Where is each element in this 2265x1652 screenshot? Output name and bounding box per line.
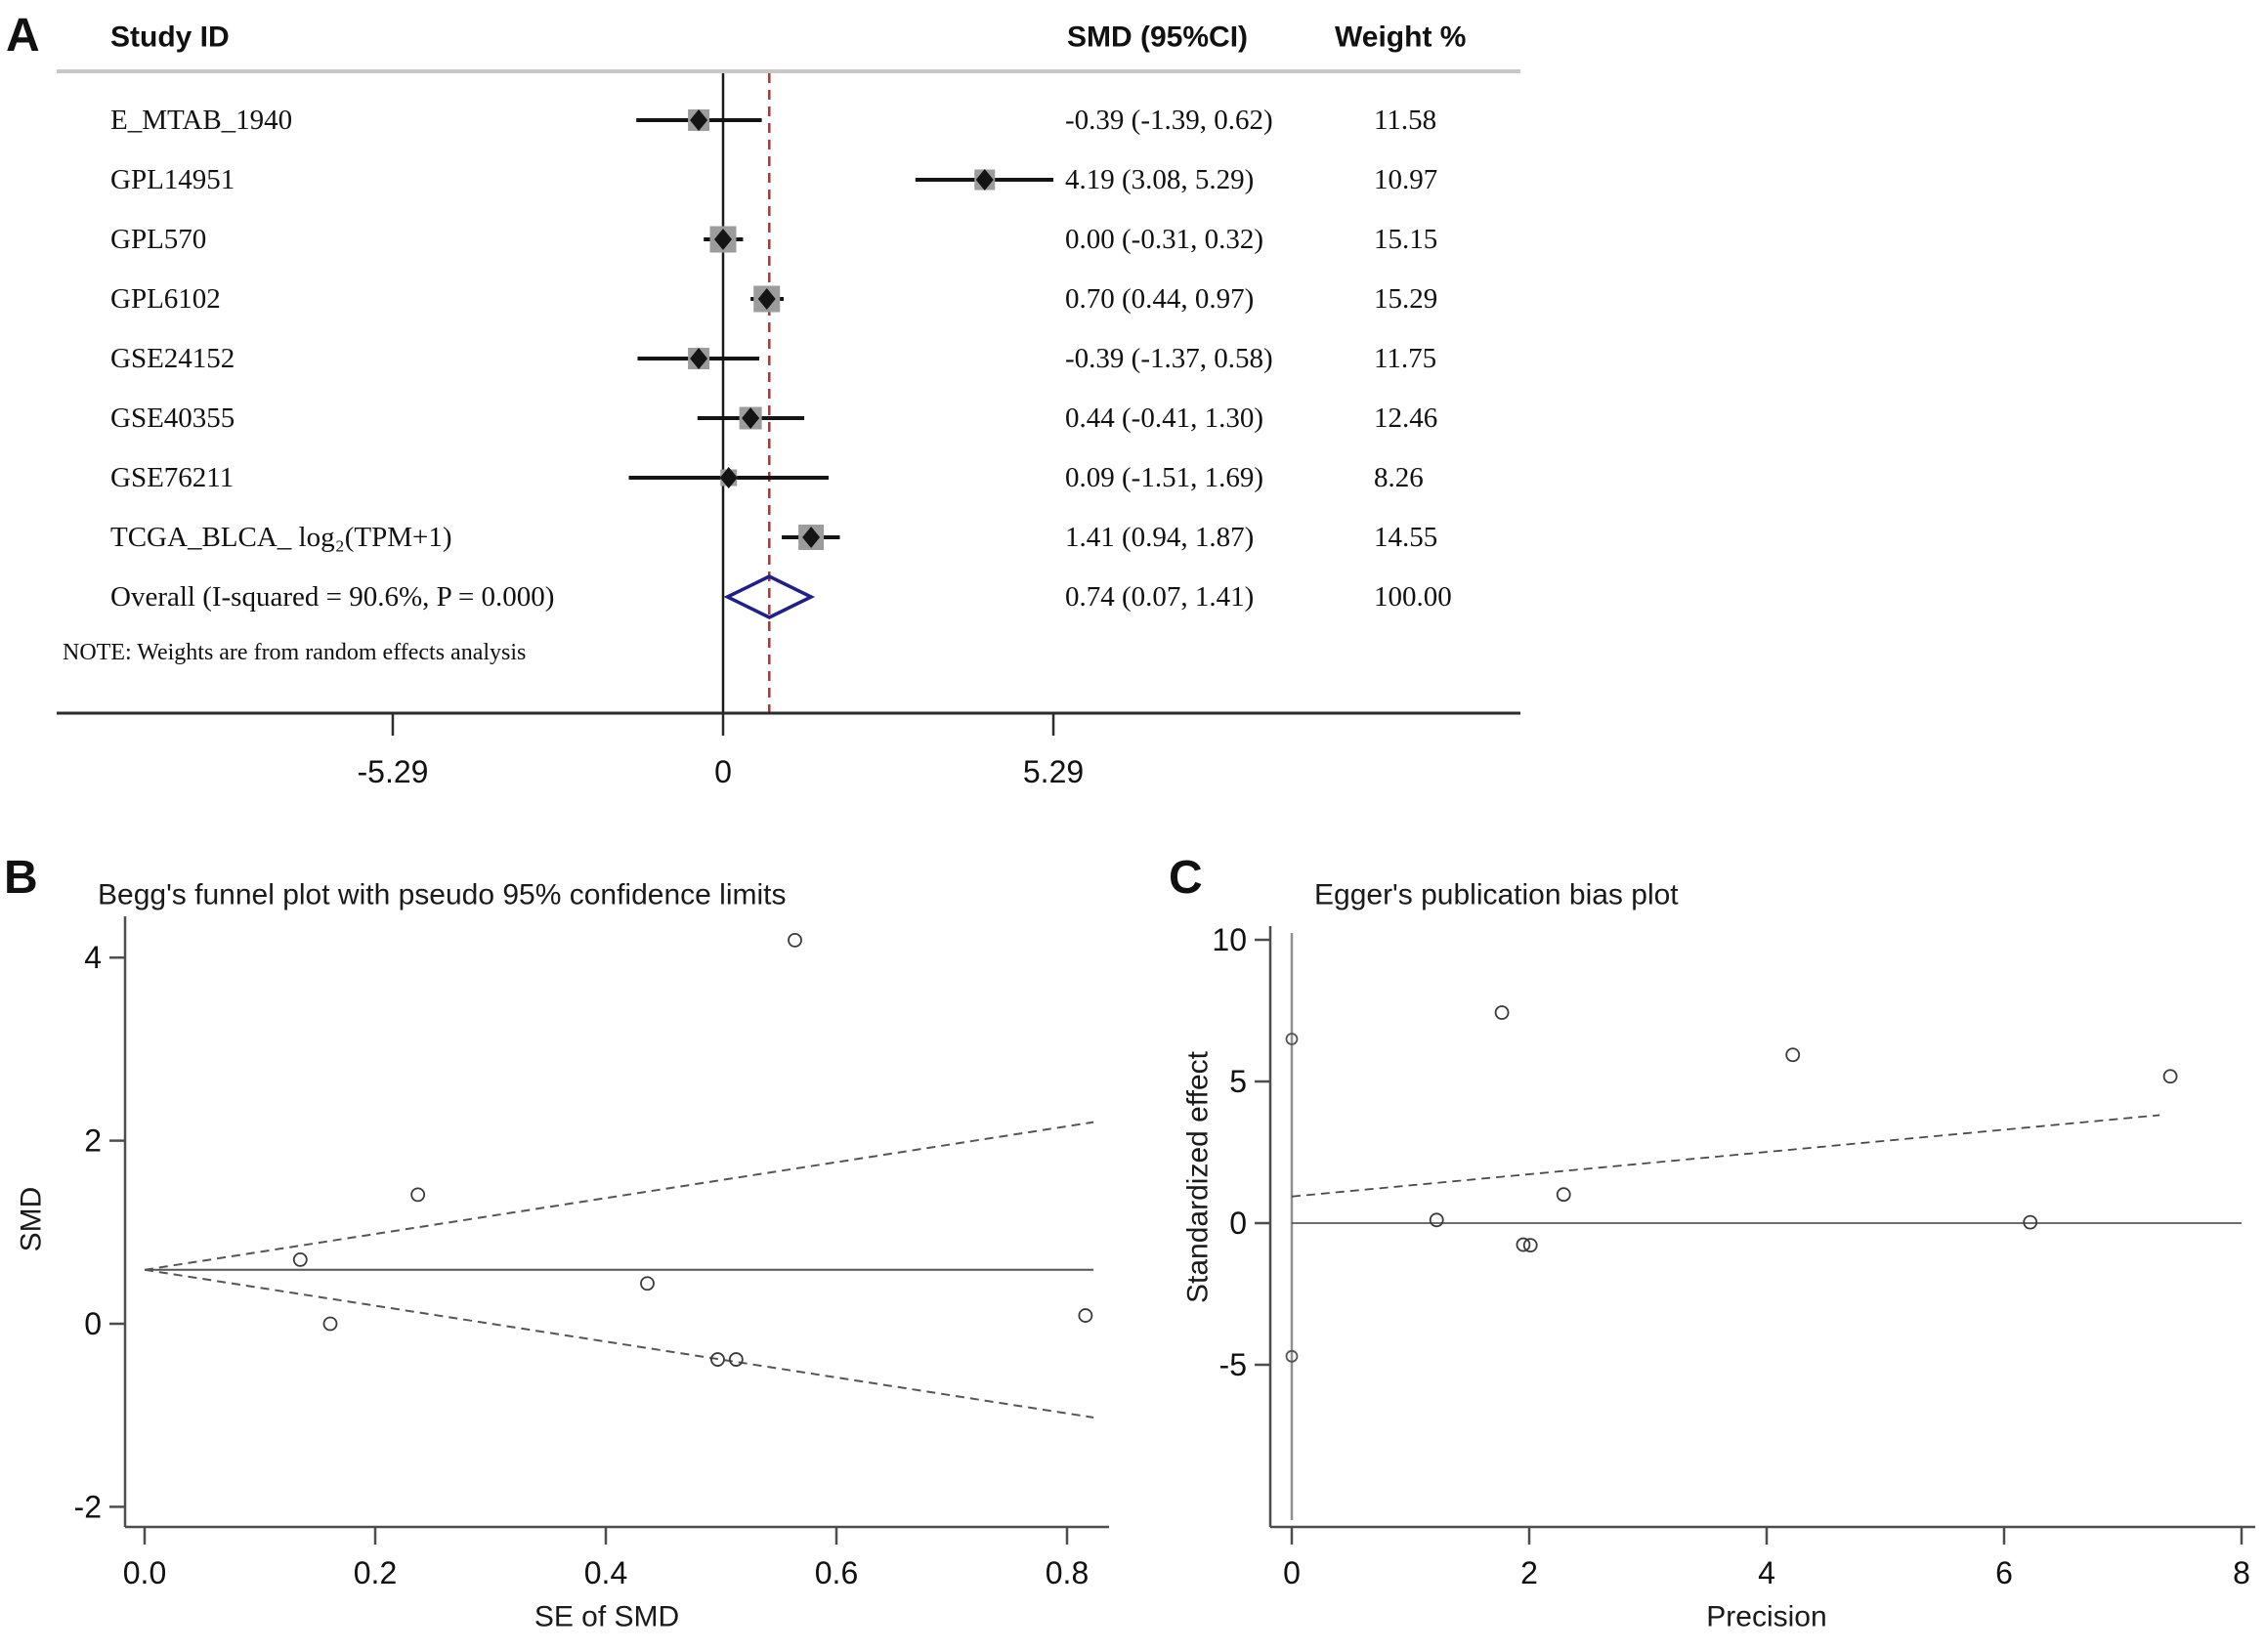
egger-y-axis-label: Standardized effect <box>1182 1050 1215 1303</box>
forest-header-weight: Weight % <box>1335 21 1466 54</box>
egger-regression-line <box>1291 1114 2160 1198</box>
forest-study-label: GSE40355 <box>110 402 235 434</box>
forest-overall-label: Overall (I-squared = 90.6%, P = 0.000) <box>110 581 554 613</box>
begg-x-tick-label: 0.2 <box>354 1555 397 1590</box>
begg-study-point <box>292 1252 308 1267</box>
forest-study-label: E_MTAB_1940 <box>110 105 292 136</box>
forest-study-label: GSE76211 <box>110 462 234 493</box>
begg-y-tick-label: 2 <box>84 1123 102 1159</box>
forest-overall-diamond <box>723 574 816 619</box>
forest-x-tick-label: 0 <box>714 754 732 789</box>
egger-study-point <box>1494 1005 1510 1020</box>
egger-study-point <box>1556 1187 1571 1203</box>
egger-study-point <box>1522 1238 1538 1253</box>
forest-x-tick-label: -5.29 <box>358 754 429 789</box>
egger-intercept-ci-upper-marker <box>1285 1033 1299 1045</box>
begg-study-point <box>410 1187 426 1203</box>
forest-header-study-id: Study ID <box>110 21 230 54</box>
forest-point-marker <box>690 109 708 131</box>
begg-x-tick-label: 0.6 <box>815 1555 858 1590</box>
egger-x-tick-label: 0 <box>1283 1555 1301 1590</box>
begg-study-point <box>710 1352 725 1367</box>
begg-y-axis-label: SMD <box>16 1187 48 1252</box>
begg-study-point <box>788 932 802 948</box>
forest-weight-value: 15.15 <box>1374 224 1437 255</box>
forest-point-marker <box>757 288 776 310</box>
forest-study-label: GPL14951 <box>110 164 235 195</box>
forest-ci-value: 0.00 (-0.31, 0.32) <box>1065 224 1263 255</box>
forest-header-smd-ci: SMD (95%CI) <box>1067 21 1248 54</box>
egger-y-tick-label: -5 <box>1219 1347 1247 1382</box>
egger-study-point <box>2023 1214 2038 1230</box>
forest-ci-value: 4.19 (3.08, 5.29) <box>1065 164 1254 195</box>
begg-y-tick-label: 0 <box>84 1306 102 1341</box>
forest-point-marker <box>742 407 760 429</box>
begg-study-point <box>1078 1308 1093 1323</box>
panel-b-letter: B <box>4 852 38 904</box>
egger-plot-marks: 10 5 0 -5 0 2 4 6 8 <box>1212 922 2255 1590</box>
forest-weight-value: 14.55 <box>1374 522 1437 553</box>
forest-weight-value: 15.29 <box>1374 283 1437 315</box>
forest-ci-value: 0.09 (-1.51, 1.69) <box>1065 462 1263 493</box>
egger-y-tick-label: 10 <box>1212 922 1247 957</box>
forest-ci-value: 0.70 (0.44, 0.97) <box>1065 283 1254 315</box>
forest-point-marker <box>975 169 994 191</box>
forest-ci-value: -0.39 (-1.39, 0.62) <box>1065 105 1273 136</box>
egger-y-tick-label: 0 <box>1229 1206 1247 1241</box>
forest-ci-value: 0.44 (-0.41, 1.30) <box>1065 402 1263 434</box>
begg-study-point <box>640 1276 655 1292</box>
forest-study-label: TCGA_BLCA_ log₂(TPM+1) <box>110 522 452 553</box>
forest-overall-weight-value: 100.00 <box>1374 581 1452 613</box>
begg-funnel-marks: 4 2 0 -2 0.0 0.2 0.4 0.6 0.8 <box>74 916 1109 1590</box>
egger-x-tick-label: 6 <box>1995 1555 2013 1590</box>
forest-ci-value: -0.39 (-1.37, 0.58) <box>1065 343 1273 374</box>
egger-x-tick-label: 4 <box>1758 1555 1775 1590</box>
egger-study-point <box>2162 1069 2178 1084</box>
begg-x-tick-label: 0.8 <box>1046 1555 1089 1590</box>
forest-weight-value: 11.58 <box>1374 105 1436 136</box>
forest-plot-marks: E_MTAB_1940 -0.39 (-1.39, 0.62) 11.58 GPL14… <box>57 69 1520 789</box>
egger-x-axis-label: Precision <box>1706 1601 1826 1633</box>
begg-x-axis-label: SE of SMD <box>534 1601 679 1633</box>
egger-study-point <box>1429 1212 1444 1228</box>
begg-study-point <box>728 1352 744 1367</box>
forest-ci-value: 1.41 (0.94, 1.87) <box>1065 522 1254 553</box>
forest-weight-value: 11.75 <box>1374 343 1436 374</box>
forest-point-marker <box>690 348 708 369</box>
begg-y-tick-label: -2 <box>74 1489 102 1524</box>
egger-study-point <box>1516 1237 1531 1252</box>
begg-plot-title: Begg's funnel plot with pseudo 95% confi… <box>98 879 787 911</box>
begg-y-tick-label: 4 <box>84 940 102 975</box>
begg-study-point <box>322 1316 338 1332</box>
egger-plot-title: Egger's publication bias plot <box>1314 879 1679 911</box>
forest-overall-ci-value: 0.74 (0.07, 1.41) <box>1065 581 1254 613</box>
forest-point-marker <box>802 527 821 548</box>
egger-x-tick-label: 2 <box>1520 1555 1538 1590</box>
egger-x-tick-label: 8 <box>2233 1555 2250 1590</box>
egger-y-tick-label: 5 <box>1229 1064 1247 1099</box>
forest-study-label: GPL570 <box>110 224 206 255</box>
begg-upper-limit-line <box>144 1121 1094 1271</box>
egger-intercept-ci-lower-marker <box>1285 1349 1299 1363</box>
forest-weight-value: 12.46 <box>1374 402 1437 434</box>
forest-note: NOTE: Weights are from random effects an… <box>63 640 526 665</box>
forest-point-marker <box>714 229 732 250</box>
begg-lower-limit-line <box>144 1268 1094 1419</box>
egger-study-point <box>1785 1047 1801 1063</box>
panel-c-letter: C <box>1169 852 1203 904</box>
forest-x-tick-label: 5.29 <box>1023 754 1084 789</box>
begg-x-tick-label: 0.0 <box>123 1555 166 1590</box>
forest-point-marker <box>719 467 738 488</box>
forest-weight-value: 8.26 <box>1374 462 1424 493</box>
forest-study-label: GSE24152 <box>110 343 235 374</box>
forest-weight-value: 10.97 <box>1374 164 1437 195</box>
begg-x-tick-label: 0.4 <box>584 1555 627 1590</box>
forest-study-label: GPL6102 <box>110 283 221 315</box>
panel-a-letter: A <box>6 10 40 62</box>
